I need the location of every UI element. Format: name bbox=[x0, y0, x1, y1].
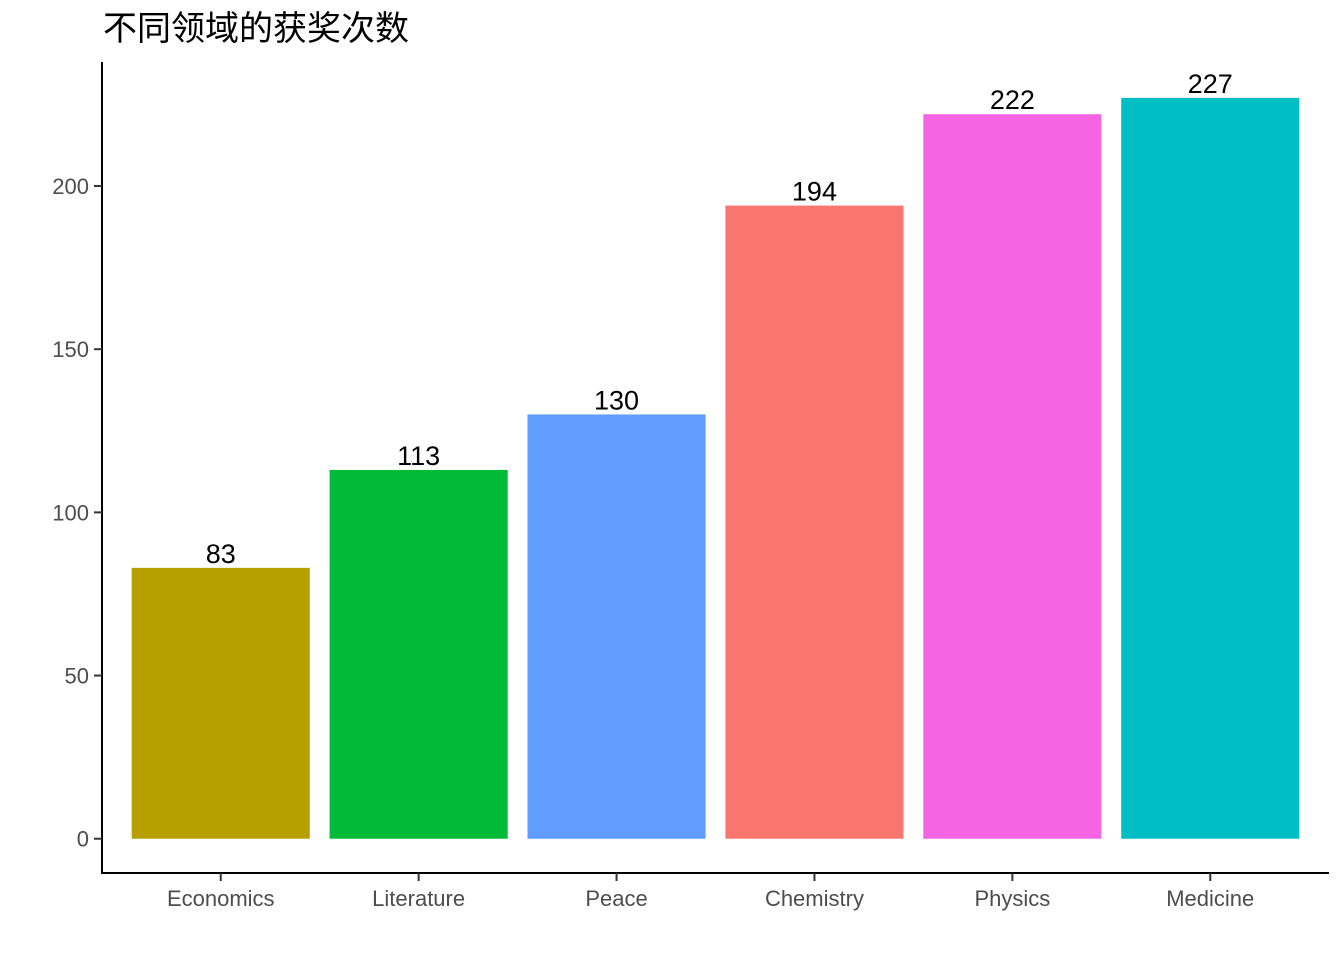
x-tick-label-physics: Physics bbox=[974, 886, 1050, 911]
data-labels-group: 83 113 130 194 222 227 bbox=[206, 69, 1233, 569]
bar-literature bbox=[329, 469, 508, 839]
x-axis-ticks: Economics Literature Peace Chemistry Physics… bbox=[167, 873, 1254, 911]
data-label-economics: 83 bbox=[206, 539, 236, 569]
data-label-literature: 113 bbox=[397, 441, 440, 471]
data-label-physics: 222 bbox=[990, 85, 1035, 115]
y-tick-label-100: 100 bbox=[52, 500, 89, 525]
bar-economics bbox=[131, 567, 310, 839]
y-tick-label-200: 200 bbox=[52, 174, 89, 199]
data-label-chemistry: 194 bbox=[792, 177, 837, 207]
chart-title: 不同领域的获奖次数 bbox=[103, 9, 409, 49]
data-label-medicine: 227 bbox=[1188, 69, 1233, 99]
bar-physics bbox=[923, 114, 1102, 839]
x-tick-label-peace: Peace bbox=[585, 886, 647, 911]
x-tick-label-medicine: Medicine bbox=[1166, 886, 1254, 911]
bars-group bbox=[131, 97, 1300, 839]
x-tick-label-chemistry: Chemistry bbox=[765, 886, 864, 911]
bar-medicine bbox=[1121, 97, 1300, 839]
data-label-peace: 130 bbox=[594, 385, 639, 415]
y-tick-label-0: 0 bbox=[77, 827, 89, 852]
y-tick-label-150: 150 bbox=[52, 337, 89, 362]
y-tick-label-50: 50 bbox=[65, 664, 89, 689]
y-axis-ticks: 0 50 100 150 200 bbox=[52, 174, 102, 852]
bar-chemistry bbox=[725, 205, 904, 839]
x-tick-label-literature: Literature bbox=[372, 886, 465, 911]
bar-peace bbox=[527, 414, 706, 839]
x-tick-label-economics: Economics bbox=[167, 886, 275, 911]
